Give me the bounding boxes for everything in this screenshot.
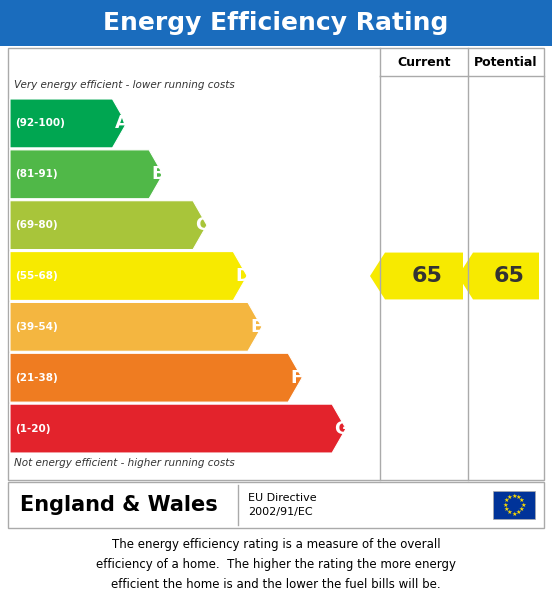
Text: ★: ★ (511, 511, 517, 517)
Text: ★: ★ (502, 503, 508, 508)
Text: England & Wales: England & Wales (20, 495, 217, 515)
Polygon shape (10, 200, 207, 249)
Text: (55-68): (55-68) (15, 271, 58, 281)
Text: Potential: Potential (474, 56, 538, 69)
Polygon shape (370, 253, 463, 299)
Polygon shape (10, 251, 247, 300)
Text: ★: ★ (519, 498, 524, 503)
Text: E: E (250, 318, 262, 336)
Text: (1-20): (1-20) (15, 424, 50, 433)
Text: Not energy efficient - higher running costs: Not energy efficient - higher running co… (14, 458, 235, 468)
Text: ★: ★ (511, 493, 517, 498)
Polygon shape (10, 302, 262, 351)
Text: ★: ★ (507, 510, 512, 516)
Text: (81-91): (81-91) (15, 169, 57, 179)
Text: C: C (195, 216, 208, 234)
Text: ★: ★ (503, 498, 509, 503)
Text: (92-100): (92-100) (15, 118, 65, 129)
Polygon shape (10, 404, 346, 453)
Polygon shape (10, 150, 163, 199)
Bar (8, 482, 544, 528)
Text: ★: ★ (507, 495, 512, 500)
Text: EU Directive
2002/91/EC: EU Directive 2002/91/EC (248, 493, 317, 517)
Polygon shape (458, 253, 539, 299)
Polygon shape (10, 353, 302, 402)
Text: The energy efficiency rating is a measure of the overall
efficiency of a home.  : The energy efficiency rating is a measur… (96, 538, 456, 591)
Polygon shape (10, 99, 126, 148)
Text: Very energy efficient - lower running costs: Very energy efficient - lower running co… (14, 80, 235, 90)
Text: ★: ★ (503, 507, 509, 512)
Text: ★: ★ (520, 503, 526, 508)
Text: A: A (114, 115, 129, 132)
Text: 65: 65 (412, 266, 443, 286)
Text: (69-80): (69-80) (15, 220, 57, 230)
Text: Current: Current (397, 56, 451, 69)
Text: (21-38): (21-38) (15, 373, 58, 383)
Text: B: B (151, 166, 164, 183)
Text: G: G (334, 419, 349, 438)
Text: ★: ★ (516, 495, 521, 500)
Text: ★: ★ (516, 510, 521, 516)
Text: D: D (235, 267, 250, 285)
Text: ★: ★ (519, 507, 524, 512)
Text: F: F (290, 368, 302, 387)
Bar (493, 491, 535, 519)
Text: 65: 65 (493, 266, 524, 286)
Bar (0, 0, 552, 46)
Text: Energy Efficiency Rating: Energy Efficiency Rating (103, 11, 449, 35)
Text: (39-54): (39-54) (15, 322, 58, 332)
Bar (8, 48, 544, 480)
